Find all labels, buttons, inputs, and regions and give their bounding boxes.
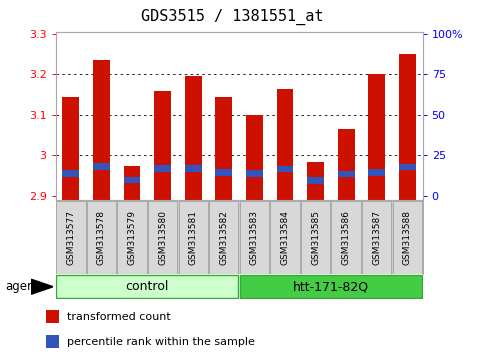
Bar <box>154 91 171 200</box>
Text: GSM313579: GSM313579 <box>128 210 137 265</box>
Text: GSM313586: GSM313586 <box>341 210 351 265</box>
Bar <box>369 169 385 176</box>
Bar <box>124 166 141 200</box>
Text: GSM313577: GSM313577 <box>66 210 75 265</box>
Text: GSM313585: GSM313585 <box>311 210 320 265</box>
Bar <box>277 166 293 172</box>
Text: GSM313587: GSM313587 <box>372 210 381 265</box>
Bar <box>277 88 293 200</box>
Bar <box>399 164 416 170</box>
Bar <box>93 60 110 200</box>
Bar <box>62 97 79 200</box>
Bar <box>87 201 116 274</box>
Bar <box>338 171 355 177</box>
Bar <box>185 165 201 172</box>
Bar <box>246 170 263 177</box>
Bar <box>117 201 147 274</box>
Bar <box>246 115 263 200</box>
Bar <box>215 169 232 176</box>
Bar <box>270 201 299 274</box>
Text: GDS3515 / 1381551_at: GDS3515 / 1381551_at <box>141 9 323 25</box>
Bar <box>154 165 171 172</box>
Bar <box>179 201 208 274</box>
Text: agent: agent <box>5 280 39 293</box>
Bar <box>399 54 416 200</box>
Text: GSM313588: GSM313588 <box>403 210 412 265</box>
Text: GSM313581: GSM313581 <box>189 210 198 265</box>
Bar <box>307 177 324 184</box>
Bar <box>209 201 239 274</box>
Bar <box>56 201 85 274</box>
Text: percentile rank within the sample: percentile rank within the sample <box>67 337 255 347</box>
Text: GSM313583: GSM313583 <box>250 210 259 265</box>
Bar <box>362 201 391 274</box>
Bar <box>369 74 385 200</box>
Bar <box>338 129 355 200</box>
Bar <box>215 97 232 200</box>
Bar <box>46 335 59 348</box>
Text: GSM313580: GSM313580 <box>158 210 167 265</box>
FancyBboxPatch shape <box>240 275 422 298</box>
Bar <box>307 161 324 200</box>
Bar <box>93 163 110 170</box>
Bar <box>185 76 201 200</box>
Bar <box>393 201 422 274</box>
Polygon shape <box>31 279 53 294</box>
Text: transformed count: transformed count <box>67 312 171 322</box>
FancyBboxPatch shape <box>56 275 239 298</box>
Bar <box>62 170 79 177</box>
Text: GSM313584: GSM313584 <box>281 210 289 265</box>
Bar <box>240 201 269 274</box>
Text: GSM313578: GSM313578 <box>97 210 106 265</box>
Text: GSM313582: GSM313582 <box>219 210 228 265</box>
Bar <box>331 201 361 274</box>
Bar <box>148 201 177 274</box>
Bar <box>124 177 141 183</box>
Bar <box>301 201 330 274</box>
Bar <box>46 310 59 323</box>
Text: control: control <box>126 280 169 293</box>
Text: htt-171-82Q: htt-171-82Q <box>293 280 369 293</box>
